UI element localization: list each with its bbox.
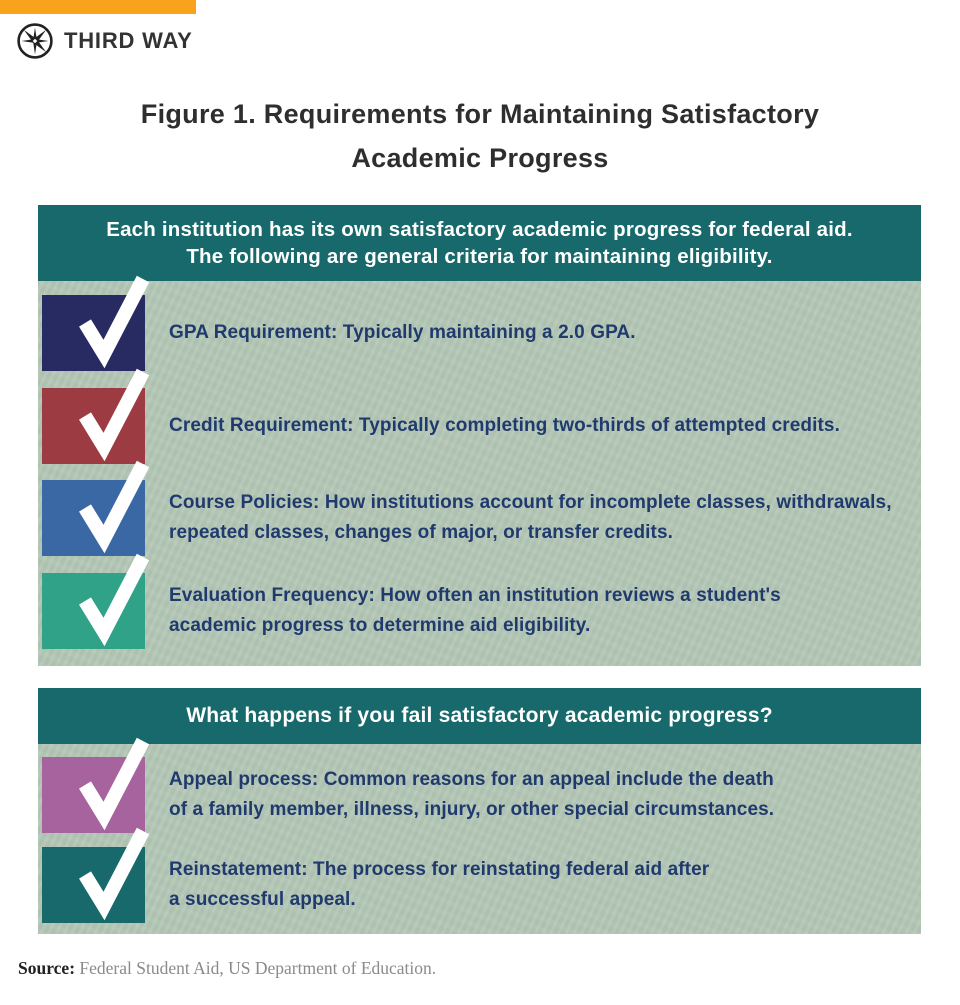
row-credit-requirement: Credit Requirement: Typically completing… — [42, 368, 840, 464]
checkmark-icon — [79, 827, 150, 921]
checkbox-credit — [42, 368, 150, 464]
checkmark-icon — [79, 737, 150, 831]
row-appeal-process: Appeal process: Common reasons for an ap… — [42, 737, 775, 833]
figure-title: Figure 1. Requirements for Maintaining S… — [0, 92, 960, 180]
row-course-policies: Course Policies: How institutions accoun… — [42, 460, 892, 556]
row-text: Course Policies: How institutions accoun… — [169, 492, 892, 543]
source-text: Federal Student Aid, US Department of Ed… — [75, 958, 437, 978]
checkmark-icon — [79, 368, 150, 462]
row-gpa-requirement: GPA Requirement: Typically maintaining a… — [42, 275, 636, 371]
row-text: GPA Requirement: Typically maintaining a… — [169, 322, 636, 343]
checkbox-appeal — [42, 737, 150, 833]
row-text: Reinstatement: The process for reinstati… — [169, 859, 710, 910]
checkmark-icon — [79, 460, 150, 554]
figure-title-line2: Academic Progress — [351, 143, 609, 173]
checkmark-icon — [79, 275, 150, 369]
criteria-panel-header: Each institution has its own satisfactor… — [38, 205, 921, 281]
failure-panel: What happens if you fail satisfactory ac… — [38, 688, 921, 934]
failure-header-line1: What happens if you fail satisfactory ac… — [186, 704, 773, 727]
compass-logo-icon — [17, 23, 53, 59]
row-text: Evaluation Frequency: How often an insti… — [169, 585, 781, 636]
source-label: Source: — [18, 958, 76, 978]
brand-name: THIRD WAY — [64, 28, 193, 53]
criteria-header-line1: Each institution has its own satisfactor… — [106, 218, 853, 241]
row-evaluation-frequency: Evaluation Frequency: How often an insti… — [42, 553, 781, 649]
checkbox-course — [42, 460, 150, 556]
figure-title-line1: Figure 1. Requirements for Maintaining S… — [140, 99, 820, 129]
accent-bar — [0, 0, 196, 14]
source-note: Source: Federal Student Aid, US Departme… — [18, 958, 436, 979]
checkbox-evaluation — [42, 553, 150, 649]
checkbox-gpa — [42, 275, 150, 371]
row-text: Appeal process: Common reasons for an ap… — [169, 769, 775, 820]
row-text: Credit Requirement: Typically completing… — [169, 415, 840, 436]
brand-header: THIRD WAY — [16, 22, 193, 60]
row-reinstatement: Reinstatement: The process for reinstati… — [42, 827, 710, 923]
checkmark-icon — [79, 553, 150, 647]
criteria-header-line2: The following are general criteria for m… — [186, 245, 773, 268]
checkbox-reinstatement — [42, 827, 150, 923]
failure-panel-header: What happens if you fail satisfactory ac… — [38, 688, 921, 744]
criteria-panel: Each institution has its own satisfactor… — [38, 205, 921, 666]
